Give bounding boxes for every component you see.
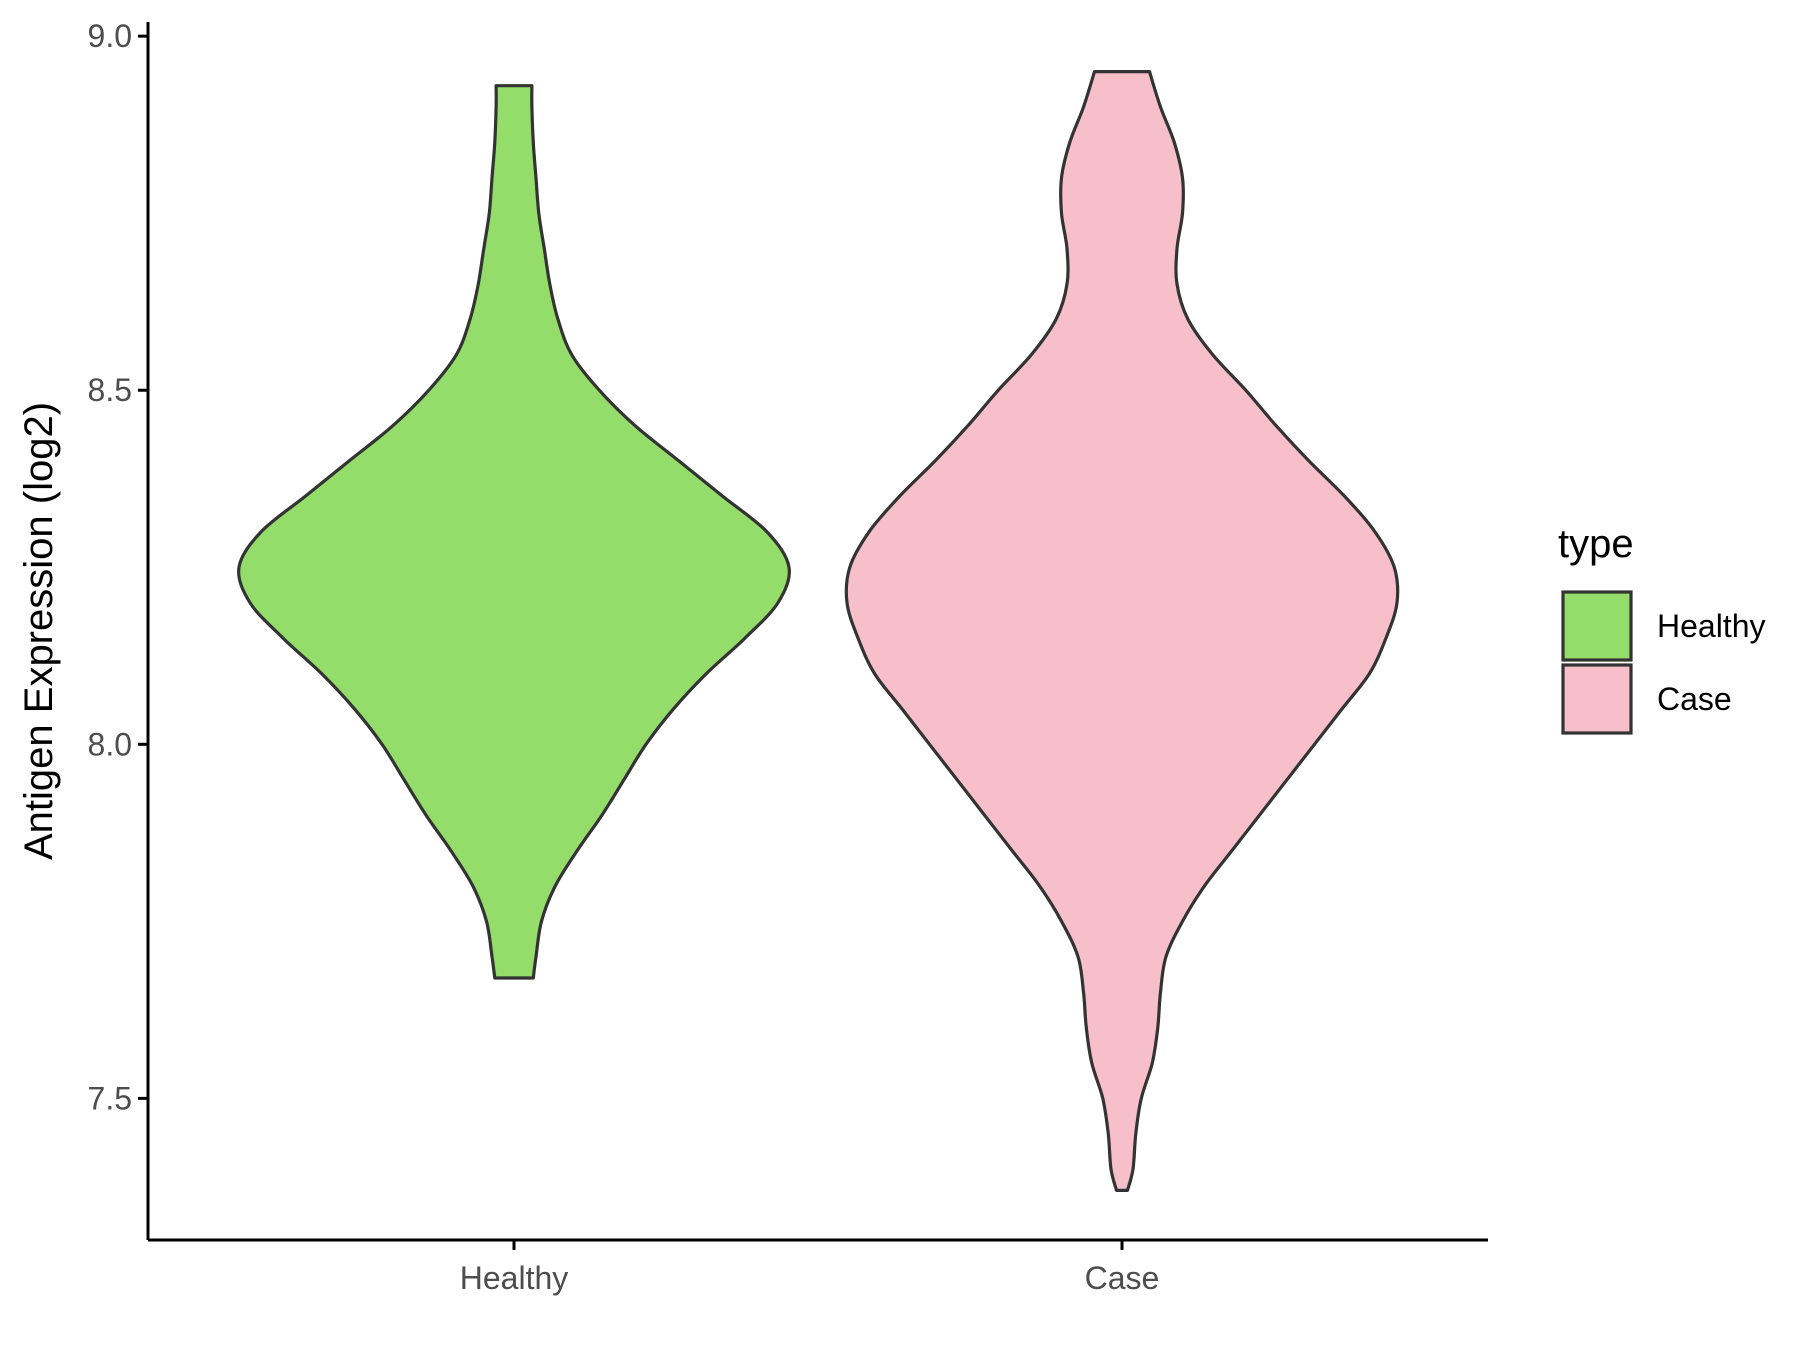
violin-case	[844, 70, 1400, 1192]
legend-label-healthy: Healthy	[1657, 608, 1766, 644]
y-tick-label: 8.5	[88, 372, 132, 408]
y-ticks: 7.5 8.0 8.5 9.0	[88, 18, 148, 1116]
y-tick-label: 7.5	[88, 1080, 132, 1116]
legend-swatch-healthy	[1561, 590, 1633, 662]
x-tick-label: Healthy	[460, 1260, 569, 1296]
y-tick-label: 9.0	[88, 18, 132, 54]
legend-title: type	[1558, 522, 1634, 566]
y-axis-title: Antigen Expression (log2)	[17, 402, 61, 860]
x-tick-label: Case	[1085, 1260, 1160, 1296]
legend-swatch-case	[1561, 663, 1633, 735]
legend-label-case: Case	[1657, 681, 1732, 717]
y-tick-label: 8.0	[88, 726, 132, 762]
violins-layer	[237, 70, 1400, 1192]
legend: type Healthy Case	[1558, 522, 1766, 735]
x-ticks: Healthy Case	[460, 1240, 1160, 1296]
legend-items: Healthy Case	[1561, 590, 1766, 735]
axes-layer: 7.5 8.0 8.5 9.0 Healthy Case Antigen Express…	[17, 18, 1488, 1296]
violin-healthy	[237, 84, 791, 980]
